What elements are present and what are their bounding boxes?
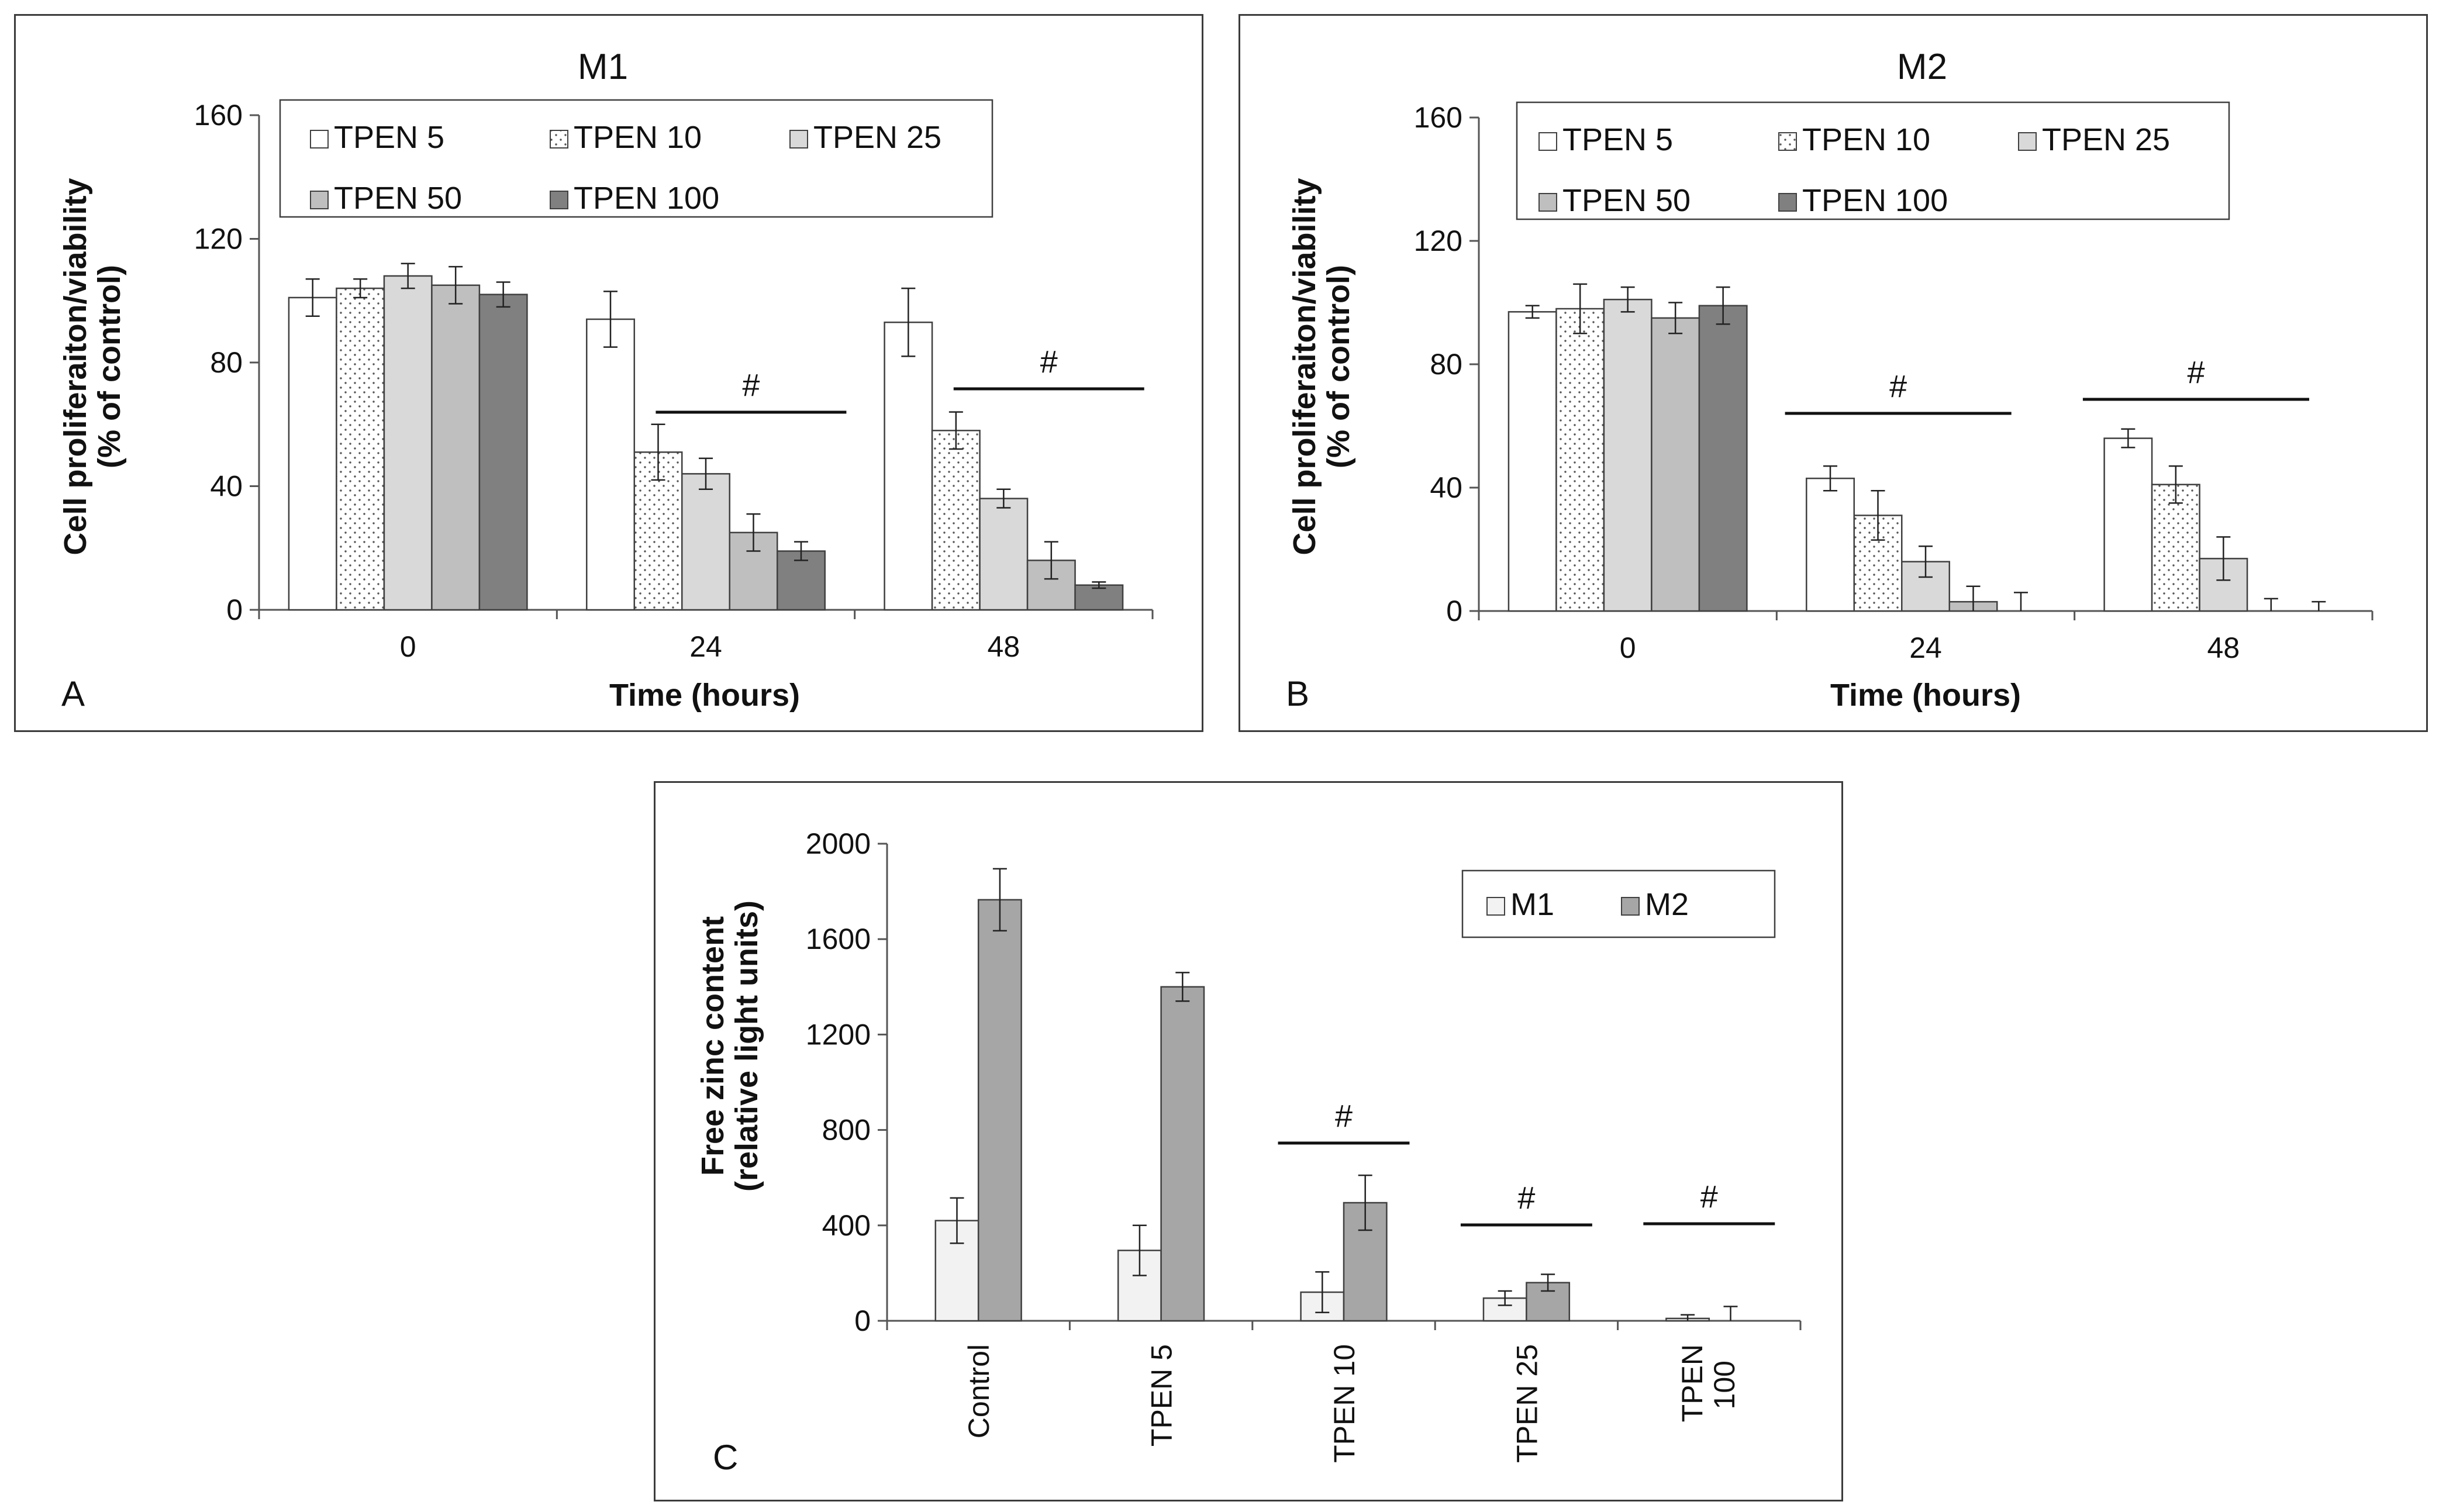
x-tick-label: 24: [689, 630, 722, 663]
y-tick-label: 160: [194, 99, 243, 132]
legend-swatch: [1538, 193, 1557, 212]
bar-tpen-100: [478, 294, 528, 611]
legend-swatch: [310, 130, 329, 149]
x-tick-label: TPEN 5: [1146, 1344, 1178, 1447]
y-axis-label: Cell proliferaiton/viability(% of contro…: [1287, 178, 1356, 555]
chart-panel-a: 0 40 80 120 160 0 24 48 # # M1 Time (hours) Cell pro…: [14, 14, 1203, 732]
legend-swatch: [2018, 132, 2037, 151]
legend-label: TPEN 25: [813, 120, 941, 155]
bar-tpen-10: [931, 430, 981, 611]
significance-mark: #: [1517, 1180, 1535, 1216]
legend-box: [1516, 101, 2230, 220]
x-tick-label: 0: [400, 630, 416, 663]
bar-tpen-50: [1651, 317, 1700, 612]
bar-tpen-100: [1698, 305, 1748, 612]
bar-m2: [1160, 986, 1205, 1322]
y-axis-label: Free zinc content(relative light units): [695, 900, 764, 1192]
legend-swatch: [1621, 897, 1640, 916]
x-tick-label: 48: [988, 630, 1020, 663]
significance-mark: #: [1335, 1099, 1353, 1134]
bar-tpen-5: [2103, 437, 2153, 612]
x-tick-label: TPEN100: [1676, 1344, 1741, 1422]
bar-tpen-100: [1074, 584, 1124, 611]
legend-label: TPEN 5: [334, 120, 444, 155]
y-axis-label: Cell proliferaiton/viability(% of contro…: [58, 178, 127, 555]
bar-tpen-25: [1603, 298, 1653, 612]
legend-label: TPEN 10: [574, 120, 702, 155]
chart-panel-c: 0 400 800 1200 1600 2000 Control TPEN 5 TPEN 10 T…: [654, 781, 1843, 1501]
legend-label: TPEN 100: [1802, 183, 1948, 218]
x-tick-label: 0: [1620, 631, 1636, 664]
bar-tpen-10: [2151, 484, 2200, 612]
legend-swatch: [1486, 897, 1505, 916]
legend-swatch: [789, 130, 808, 149]
chart-b-svg: 0 40 80 120 160 0 24 48 # # M2 Time (hours) Cell pro…: [1286, 47, 2374, 713]
chart-title: M2: [1897, 47, 1947, 87]
chart-c-svg: 0 400 800 1200 1600 2000 Control TPEN 5 TPEN 10 T…: [695, 827, 1802, 1477]
chart-title: M1: [578, 47, 628, 87]
legend-label: TPEN 100: [574, 181, 719, 216]
bar-tpen-10: [336, 287, 385, 611]
y-tick-label: 80: [1430, 348, 1462, 381]
x-tick-label: TPEN 25: [1510, 1344, 1543, 1463]
legend-label: TPEN 50: [334, 181, 462, 216]
y-tick-label: 40: [210, 470, 243, 503]
legend-label: TPEN 25: [2042, 122, 2170, 157]
y-tick-label: 0: [854, 1304, 871, 1337]
x-tick-label: TPEN 10: [1328, 1344, 1361, 1463]
legend-box: [1461, 869, 1776, 938]
legend-box: [279, 99, 993, 218]
bar-tpen-25: [979, 498, 1029, 611]
y-tick-label: 2000: [806, 827, 871, 860]
bar-tpen-5: [586, 318, 636, 611]
bar-tpen-10: [1555, 308, 1605, 612]
legend-swatch: [310, 191, 329, 209]
legend-label: M1: [1510, 887, 1554, 922]
x-tick-label: Control: [963, 1344, 995, 1438]
bar-tpen-5: [884, 322, 933, 611]
legend-swatch: [550, 130, 568, 149]
y-tick-label: 0: [226, 593, 243, 626]
bar-tpen-5: [1806, 477, 1855, 612]
y-tick-label: 800: [822, 1114, 871, 1147]
significance-mark: #: [1040, 344, 1058, 379]
bar-tpen-25: [681, 473, 730, 611]
significance-mark: #: [742, 368, 760, 403]
panel-letter: B: [1286, 674, 1309, 713]
bar-tpen-5: [1507, 311, 1557, 612]
y-tick-label: 1200: [806, 1018, 871, 1051]
significance-mark: #: [1889, 369, 1907, 404]
significance-mark: #: [1700, 1179, 1718, 1214]
bar-m2: [977, 899, 1022, 1322]
legend-label: TPEN 50: [1562, 183, 1691, 218]
chart-panel-b: 0 40 80 120 160 0 24 48 # # M2 Time (hours) Cell pro…: [1239, 14, 2428, 732]
chart-a-svg: 0 40 80 120 160 0 24 48 # # M1 Time (hours) Cell pro…: [58, 47, 1154, 713]
y-tick-label: 40: [1430, 471, 1462, 504]
x-axis-label: Time (hours): [609, 678, 800, 713]
legend-swatch: [1538, 132, 1557, 151]
legend-label: M2: [1645, 887, 1689, 922]
y-tick-label: 0: [1446, 595, 1462, 627]
bar-tpen-5: [288, 296, 337, 611]
y-tick-label: 160: [1414, 101, 1462, 134]
significance-mark: #: [2187, 355, 2205, 390]
legend-swatch: [1778, 193, 1797, 212]
legend-label: TPEN 5: [1562, 122, 1673, 157]
panel-letter: A: [61, 674, 85, 713]
y-tick-label: 120: [1414, 225, 1462, 257]
bar-tpen-50: [431, 284, 481, 611]
legend-swatch: [1778, 132, 1797, 151]
x-tick-label: 48: [2207, 631, 2240, 664]
x-axis-label: Time (hours): [1830, 678, 2021, 713]
bar-tpen-25: [383, 275, 433, 611]
y-tick-label: 80: [210, 346, 243, 379]
panel-letter: C: [713, 1438, 738, 1477]
y-tick-label: 1600: [806, 923, 871, 955]
legend-swatch: [550, 191, 568, 209]
y-tick-label: 120: [194, 223, 243, 256]
y-tick-label: 400: [822, 1209, 871, 1242]
x-tick-label: 24: [1909, 631, 1942, 664]
legend-label: TPEN 10: [1802, 122, 1930, 157]
